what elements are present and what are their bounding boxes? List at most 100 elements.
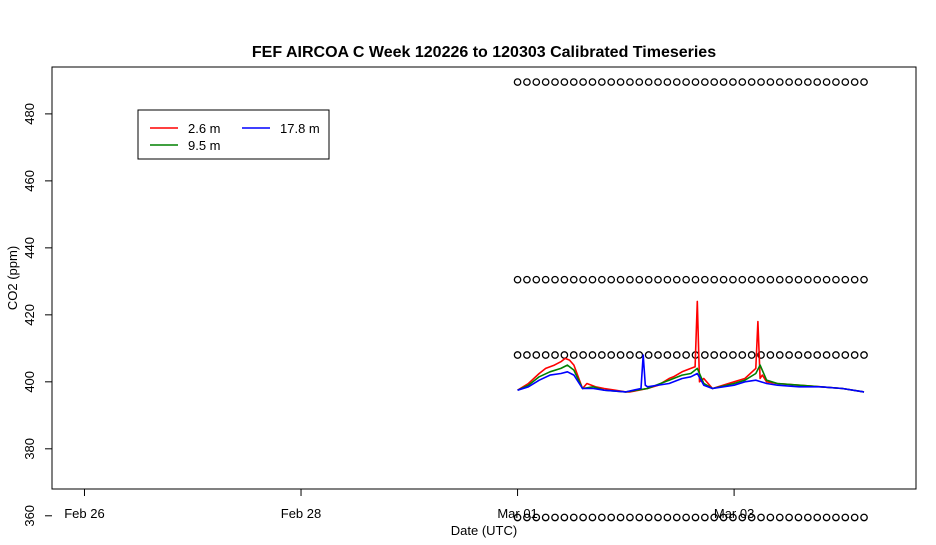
- calibration-point: [710, 78, 719, 86]
- calibration-point: [785, 78, 793, 86]
- calibration-point: [785, 275, 793, 284]
- calibration-point: [551, 351, 559, 359]
- calibration-point: [775, 351, 784, 359]
- calibration-point: [813, 78, 822, 86]
- calibration-point: [803, 78, 812, 86]
- calibration-point: [747, 275, 756, 284]
- calibration-point: [663, 513, 672, 522]
- calibration-point: [794, 275, 803, 284]
- calibration-point: [588, 513, 597, 522]
- calibration-point: [757, 513, 765, 522]
- calibration-point: [757, 78, 765, 86]
- calibration-point: [700, 78, 709, 86]
- calibration-point: [691, 513, 700, 522]
- calibration-point: [729, 78, 737, 86]
- calibration-point: [850, 275, 859, 284]
- calibration-point: [663, 351, 672, 359]
- calibration-point: [532, 78, 541, 86]
- calibration-point: [822, 351, 831, 359]
- calibration-point: [663, 275, 672, 284]
- calibration-point: [523, 513, 531, 522]
- calibration-point: [560, 513, 569, 522]
- calibration-point: [822, 78, 831, 86]
- calibration-point: [532, 513, 541, 522]
- calibration-point: [607, 351, 616, 359]
- calibration-point: [757, 351, 765, 359]
- calibration-point: [766, 78, 775, 86]
- x-tick-label-0: Feb 26: [64, 506, 104, 521]
- calibration-point: [626, 351, 634, 359]
- calibration-point: [541, 351, 550, 359]
- calibration-point: [541, 275, 550, 284]
- calibration-point: [785, 513, 793, 522]
- calibration-point: [682, 513, 690, 522]
- calibration-point: [738, 351, 747, 359]
- calibration-point: [597, 351, 606, 359]
- calibration-point: [766, 351, 775, 359]
- data-series: [517, 300, 865, 393]
- x-tick-label-1: Feb 28: [281, 506, 321, 521]
- calibration-point: [841, 513, 850, 522]
- calibration-point: [579, 275, 587, 284]
- calibration-point: [569, 351, 578, 359]
- calibration-point: [551, 275, 559, 284]
- calibration-point: [541, 513, 550, 522]
- calibration-point: [841, 351, 850, 359]
- series-line-17-8-m: [517, 354, 865, 393]
- y-tick-label-400: 400: [22, 371, 37, 393]
- calibration-point: [757, 275, 765, 284]
- calibration-point: [719, 78, 728, 86]
- calibration-point: [729, 513, 737, 522]
- calibration-point: [579, 513, 587, 522]
- calibration-point: [597, 513, 606, 522]
- calibration-point: [747, 78, 756, 86]
- calibration-point: [626, 275, 634, 284]
- plot-frame: [51, 66, 917, 490]
- calibration-point: [832, 351, 840, 359]
- calibration-point: [775, 513, 784, 522]
- calibration-point: [560, 78, 569, 86]
- calibration-point: [775, 78, 784, 86]
- legend-label-2: 17.8 m: [280, 121, 320, 136]
- calibration-point: [813, 275, 822, 284]
- calibration-point: [644, 275, 653, 284]
- calibration-point: [551, 78, 559, 86]
- calibration-point: [654, 351, 662, 359]
- legend-box: [137, 109, 330, 160]
- calibration-point: [635, 78, 644, 86]
- calibration-point: [654, 78, 662, 86]
- calibration-point: [513, 275, 522, 284]
- calibration-point: [700, 513, 709, 522]
- legend: 2.6 m 9.5 m 17.8 m: [137, 109, 330, 160]
- calibration-point: [860, 513, 868, 522]
- calibration-point: [672, 78, 681, 86]
- x-tick-label-2: Mar 01: [497, 506, 537, 521]
- calibration-point: [794, 78, 803, 86]
- calibration-point: [579, 78, 587, 86]
- calibration-point: [832, 78, 840, 86]
- y-axis-label: CO2 (ppm): [5, 246, 20, 310]
- y-tick-label-480: 480: [22, 103, 37, 125]
- calibration-point: [672, 351, 681, 359]
- calibration-point: [710, 513, 719, 522]
- calibration-point: [532, 275, 541, 284]
- calibration-point: [569, 513, 578, 522]
- calibration-point: [523, 351, 531, 359]
- calibration-point: [523, 275, 531, 284]
- calibration-point: [635, 275, 644, 284]
- calibration-point: [738, 513, 747, 522]
- calibration-point: [700, 275, 709, 284]
- calibration-point: [551, 513, 559, 522]
- calibration-point: [719, 351, 728, 359]
- calibration-point: [560, 351, 569, 359]
- y-tick-label-420: 420: [22, 304, 37, 326]
- calibration-point: [747, 351, 756, 359]
- legend-label-0: 2.6 m: [188, 121, 221, 136]
- calibration-point: [860, 275, 868, 284]
- calibration-point: [682, 351, 690, 359]
- calibration-markers: [513, 78, 868, 522]
- calibration-point: [700, 351, 709, 359]
- calibration-point: [513, 351, 522, 359]
